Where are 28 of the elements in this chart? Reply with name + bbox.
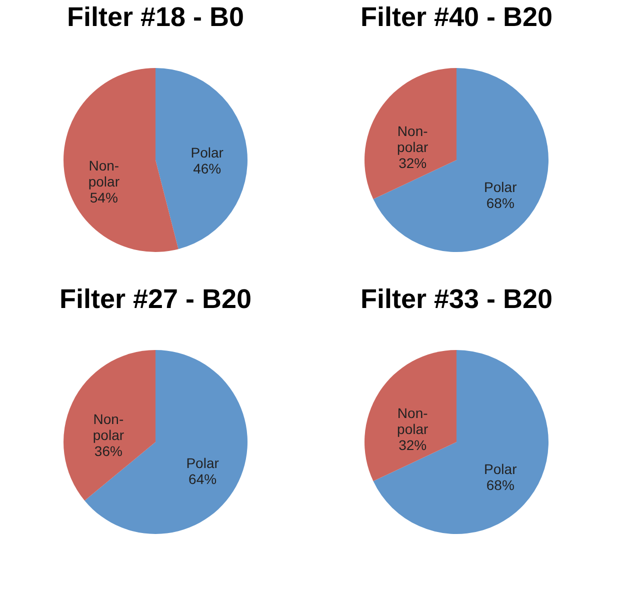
pie-slice [373,68,548,252]
slice-label: Polar [484,460,518,477]
data-label: 68% [486,476,514,493]
pie-slice [373,350,548,534]
slice-label: Non-polar [397,123,428,156]
slice-label: Non-polar [88,158,120,190]
slice-label: Polar [186,455,220,472]
pie-slice [64,350,156,501]
slice-label: Non-polar [397,405,428,438]
data-label: 64% [188,471,217,488]
pie-slice [156,68,248,250]
data-label: 68% [486,194,514,211]
pie-slice [364,68,456,200]
slice-label: Non-polar [92,410,124,443]
pie-slice [64,68,178,252]
pie-slice [364,350,456,482]
data-label: 32% [398,437,427,454]
chart-title: Filter #27 - B20 [59,284,252,314]
slice-label: Polar [484,178,518,195]
data-label: 32% [398,155,427,172]
data-label: 46% [193,160,222,176]
chart-title: Filter #40 - B20 [360,2,553,32]
data-label: 54% [90,190,118,206]
chart-title: Filter #18 - B0 [66,2,244,32]
slice-label: Polar [190,144,224,160]
data-label: 36% [94,442,122,459]
pie-slice [84,350,248,534]
chart-title: Filter #33 - B20 [360,284,553,314]
